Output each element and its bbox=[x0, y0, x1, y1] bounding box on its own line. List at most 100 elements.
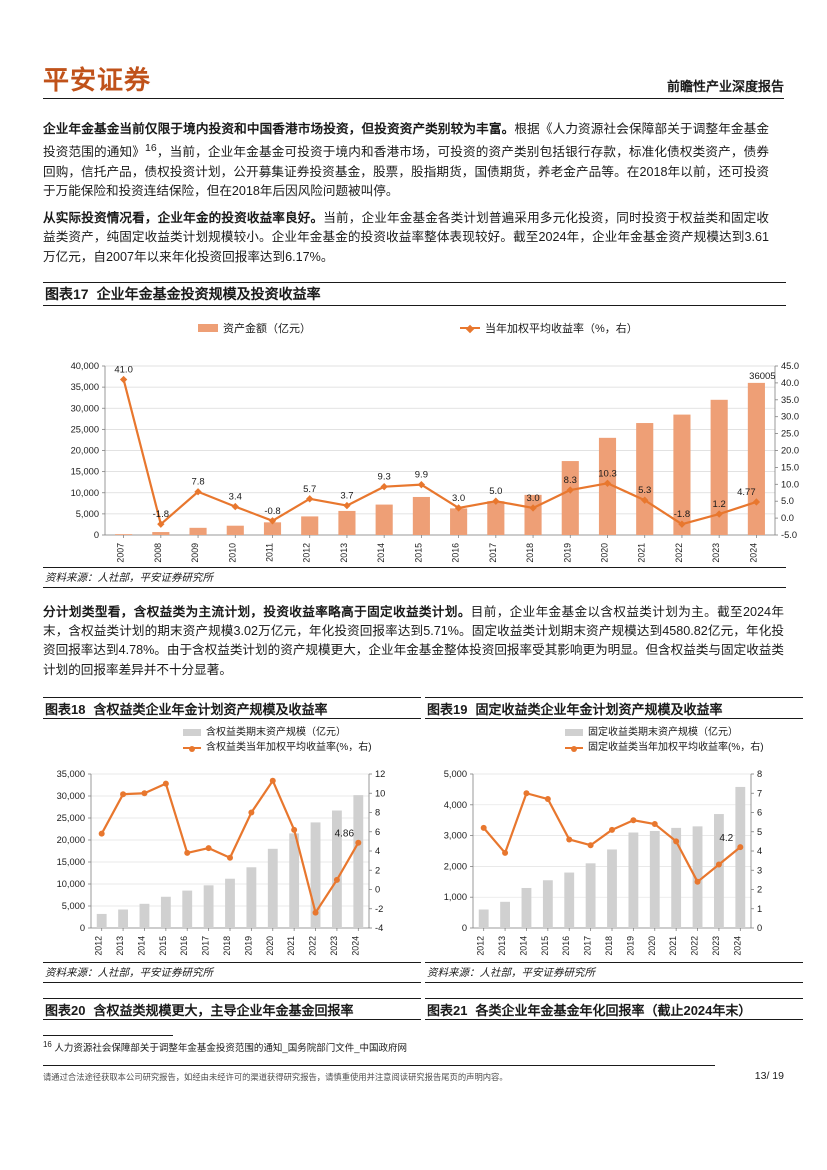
svg-text:20.0: 20.0 bbox=[781, 446, 799, 456]
svg-text:3.4: 3.4 bbox=[229, 492, 242, 503]
svg-text:2018: 2018 bbox=[604, 936, 614, 956]
svg-text:2019: 2019 bbox=[562, 543, 572, 563]
svg-text:1,000: 1,000 bbox=[444, 892, 467, 902]
svg-text:2011: 2011 bbox=[265, 543, 275, 562]
svg-text:5.7: 5.7 bbox=[303, 484, 316, 495]
svg-text:15.0: 15.0 bbox=[781, 462, 799, 472]
svg-text:30.0: 30.0 bbox=[781, 412, 799, 422]
svg-text:2019: 2019 bbox=[625, 936, 635, 956]
svg-text:2014: 2014 bbox=[136, 936, 146, 956]
svg-text:-1.8: -1.8 bbox=[153, 509, 169, 520]
svg-text:8: 8 bbox=[375, 808, 380, 818]
svg-text:25,000: 25,000 bbox=[57, 813, 85, 823]
svg-text:0: 0 bbox=[757, 923, 762, 933]
svg-text:36005: 36005 bbox=[749, 371, 775, 382]
svg-text:35.0: 35.0 bbox=[781, 395, 799, 405]
svg-text:4,000: 4,000 bbox=[444, 800, 467, 810]
svg-text:2024: 2024 bbox=[350, 936, 360, 956]
svg-text:2022: 2022 bbox=[308, 936, 318, 956]
svg-text:-1.8: -1.8 bbox=[674, 509, 690, 520]
svg-text:2010: 2010 bbox=[227, 543, 237, 563]
svg-text:5,000: 5,000 bbox=[76, 509, 99, 519]
svg-text:40,000: 40,000 bbox=[71, 361, 99, 371]
svg-text:10,000: 10,000 bbox=[71, 488, 99, 498]
svg-text:2007: 2007 bbox=[116, 543, 126, 563]
svg-text:3.0: 3.0 bbox=[526, 493, 539, 504]
svg-text:4.2: 4.2 bbox=[719, 833, 733, 844]
svg-text:2019: 2019 bbox=[243, 936, 253, 956]
svg-text:15,000: 15,000 bbox=[71, 467, 99, 477]
svg-text:2020: 2020 bbox=[600, 543, 610, 563]
svg-text:2013: 2013 bbox=[339, 543, 349, 563]
svg-text:2015: 2015 bbox=[540, 936, 550, 956]
svg-text:8: 8 bbox=[757, 769, 762, 779]
svg-text:2024: 2024 bbox=[748, 543, 758, 563]
svg-text:2023: 2023 bbox=[711, 543, 721, 563]
svg-text:0: 0 bbox=[80, 923, 85, 933]
svg-text:25.0: 25.0 bbox=[781, 429, 799, 439]
svg-text:9.9: 9.9 bbox=[415, 470, 428, 481]
svg-text:2015: 2015 bbox=[158, 936, 168, 956]
svg-text:1: 1 bbox=[757, 904, 762, 914]
svg-text:2022: 2022 bbox=[690, 936, 700, 956]
svg-text:2018: 2018 bbox=[525, 543, 535, 563]
svg-text:5.0: 5.0 bbox=[781, 496, 794, 506]
svg-text:2017: 2017 bbox=[583, 936, 593, 956]
svg-text:2014: 2014 bbox=[376, 543, 386, 563]
svg-text:2012: 2012 bbox=[302, 543, 312, 563]
svg-text:2020: 2020 bbox=[647, 936, 657, 956]
svg-text:6: 6 bbox=[757, 808, 762, 818]
svg-text:5,000: 5,000 bbox=[444, 769, 467, 779]
svg-text:10.0: 10.0 bbox=[781, 479, 799, 489]
svg-text:2013: 2013 bbox=[497, 936, 507, 956]
svg-text:-5.0: -5.0 bbox=[781, 530, 797, 540]
svg-text:3: 3 bbox=[757, 865, 762, 875]
svg-text:2018: 2018 bbox=[222, 936, 232, 956]
svg-text:10.3: 10.3 bbox=[598, 468, 617, 479]
svg-text:-4: -4 bbox=[375, 923, 383, 933]
svg-text:0: 0 bbox=[375, 885, 380, 895]
svg-text:2014: 2014 bbox=[518, 936, 528, 956]
svg-text:3,000: 3,000 bbox=[444, 831, 467, 841]
svg-text:2013: 2013 bbox=[115, 936, 125, 956]
svg-text:8.3: 8.3 bbox=[564, 475, 577, 486]
svg-text:40.0: 40.0 bbox=[781, 378, 799, 388]
svg-text:30,000: 30,000 bbox=[57, 791, 85, 801]
svg-text:2016: 2016 bbox=[561, 936, 571, 956]
svg-text:2021: 2021 bbox=[637, 543, 647, 563]
svg-text:5.3: 5.3 bbox=[638, 485, 651, 496]
svg-text:30,000: 30,000 bbox=[71, 403, 99, 413]
svg-text:2022: 2022 bbox=[674, 543, 684, 563]
svg-text:2023: 2023 bbox=[711, 936, 721, 956]
svg-text:2,000: 2,000 bbox=[444, 861, 467, 871]
svg-text:2021: 2021 bbox=[668, 936, 678, 956]
svg-text:20,000: 20,000 bbox=[57, 835, 85, 845]
svg-text:35,000: 35,000 bbox=[71, 382, 99, 392]
svg-text:1.2: 1.2 bbox=[713, 499, 726, 510]
svg-text:9.3: 9.3 bbox=[378, 472, 391, 483]
svg-text:7: 7 bbox=[757, 788, 762, 798]
svg-text:4.86: 4.86 bbox=[335, 829, 355, 840]
svg-text:2015: 2015 bbox=[413, 543, 423, 563]
svg-text:-2: -2 bbox=[375, 904, 383, 914]
svg-text:0.0: 0.0 bbox=[781, 513, 794, 523]
svg-text:5: 5 bbox=[757, 827, 762, 837]
svg-text:2017: 2017 bbox=[201, 936, 211, 956]
svg-text:45.0: 45.0 bbox=[781, 361, 799, 371]
svg-text:2021: 2021 bbox=[286, 936, 296, 956]
svg-text:0: 0 bbox=[462, 923, 467, 933]
svg-text:2012: 2012 bbox=[476, 936, 486, 956]
svg-text:4: 4 bbox=[375, 846, 380, 856]
svg-text:5,000: 5,000 bbox=[62, 901, 85, 911]
svg-text:4: 4 bbox=[757, 846, 762, 856]
svg-text:3.0: 3.0 bbox=[452, 493, 465, 504]
svg-text:25,000: 25,000 bbox=[71, 424, 99, 434]
svg-text:10,000: 10,000 bbox=[57, 879, 85, 889]
svg-text:7.8: 7.8 bbox=[191, 477, 204, 488]
svg-text:2016: 2016 bbox=[451, 543, 461, 563]
svg-text:15,000: 15,000 bbox=[57, 857, 85, 867]
svg-text:2009: 2009 bbox=[190, 543, 200, 563]
svg-text:41.0: 41.0 bbox=[114, 365, 133, 376]
svg-text:35,000: 35,000 bbox=[57, 769, 85, 779]
svg-text:4.77: 4.77 bbox=[737, 487, 756, 498]
